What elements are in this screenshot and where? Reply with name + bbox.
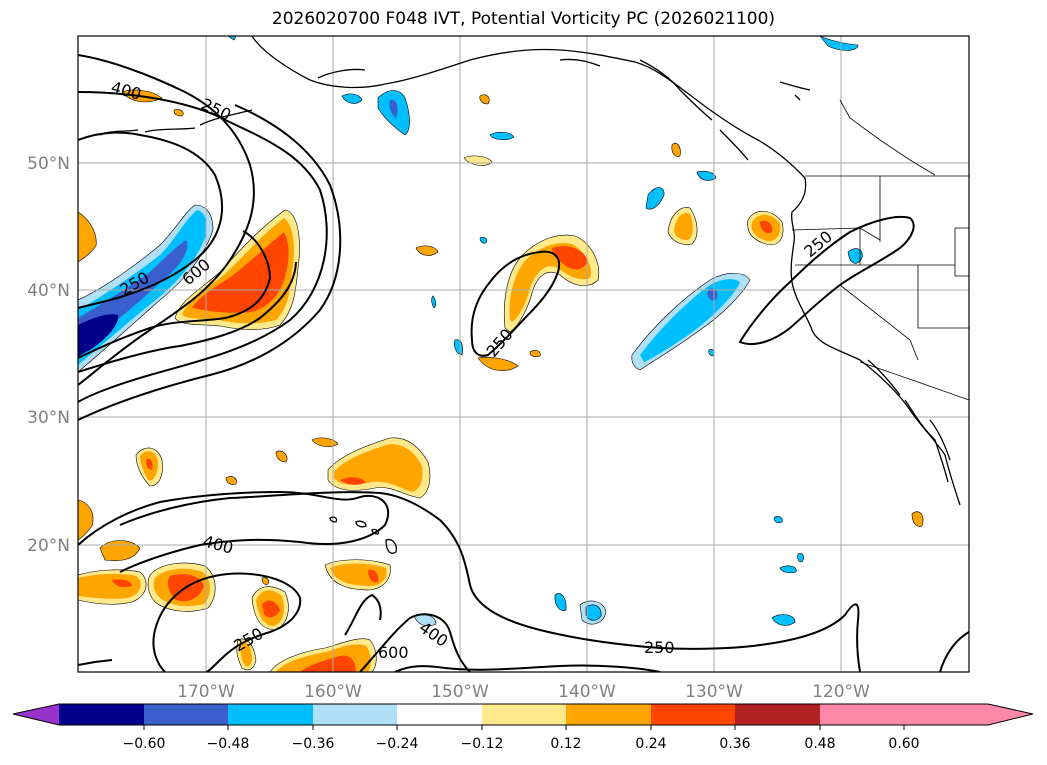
- colorbar-swatch: [651, 704, 735, 725]
- map-frame: [77, 35, 970, 673]
- colorbar-swatch: [735, 704, 820, 725]
- colorbar: −0.60 −0.48 −0.36 −0.24 −0.12 0.12 0.24 …: [12, 703, 1034, 752]
- colorbar-swatch: [820, 704, 904, 725]
- colorbar-tick-label: −0.48: [207, 736, 250, 752]
- graticule: [78, 36, 969, 672]
- colorbar-swatch: [904, 704, 1033, 725]
- lon-label: 120°W: [812, 682, 870, 702]
- mid-contour-250: [470, 250, 560, 357]
- nw-contour-400-outer: [78, 54, 255, 386]
- colorbar-tick-label: 0.12: [550, 736, 581, 752]
- colorbar-swatch: [482, 704, 566, 725]
- colorbar-swatch: [13, 704, 59, 725]
- lon-label: 140°W: [558, 682, 616, 702]
- nw-contour-600: [78, 230, 272, 359]
- lon-label: 150°W: [431, 682, 489, 702]
- colorbar-swatch: [228, 704, 313, 725]
- ne-contour-250: [738, 216, 915, 346]
- latitude-labels: 50°N 40°N 30°N 20°N: [27, 154, 70, 556]
- colorbar-tick-label: −0.60: [123, 736, 166, 752]
- lon-label: 170°W: [177, 682, 235, 702]
- lon-label: 130°W: [685, 682, 743, 702]
- contour-label-600: 600: [378, 643, 409, 662]
- lat-label: 20°N: [27, 536, 70, 556]
- colorbar-ticks: [143, 725, 905, 730]
- colorbar-swatch: [59, 704, 144, 725]
- lat-label: 40°N: [27, 281, 70, 301]
- colorbar-swatch: [144, 704, 228, 725]
- colorbar-swatch: [313, 704, 397, 725]
- lat-label: 50°N: [27, 154, 70, 174]
- colorbar-swatch: [566, 704, 651, 725]
- nw-contour-250-b: [78, 131, 223, 309]
- colorbar-tick-label: 0.48: [804, 736, 835, 752]
- negative-anomaly-fills: [78, 36, 863, 627]
- colorbar-tick-labels: −0.60 −0.48 −0.36 −0.24 −0.12 0.12 0.24 …: [123, 736, 920, 752]
- nw-blue-dark: [78, 314, 119, 357]
- colorbar-swatch: [397, 704, 482, 725]
- map-plot-area: 400 250 250 600 250 250 400 250 600 400 …: [78, 36, 969, 672]
- colorbar-tick-label: 0.60: [888, 736, 919, 752]
- lon-label: 160°W: [304, 682, 362, 702]
- colorbar-tick-label: 0.24: [635, 736, 666, 752]
- nw-contour-250: [78, 91, 328, 403]
- ivt-contours: [78, 54, 969, 672]
- s-contour-250: [119, 491, 861, 672]
- political-borders: [791, 99, 969, 401]
- map-title: 2026020700 F048 IVT, Potential Vorticity…: [271, 9, 776, 29]
- colorbar-tick-label: −0.24: [376, 736, 419, 752]
- colorbar-tick-label: −0.36: [292, 736, 335, 752]
- coastlines: [99, 36, 961, 554]
- contour-label-250: 250: [644, 638, 675, 657]
- alaska-coast: [251, 36, 806, 179]
- sw-contour-400: [78, 490, 390, 573]
- longitude-labels: 170°W 160°W 150°W 140°W 130°W 120°W: [177, 682, 870, 702]
- lat-label: 30°N: [27, 408, 70, 428]
- colorbar-tick-label: 0.36: [719, 736, 750, 752]
- colorbar-tick-label: −0.12: [461, 736, 504, 752]
